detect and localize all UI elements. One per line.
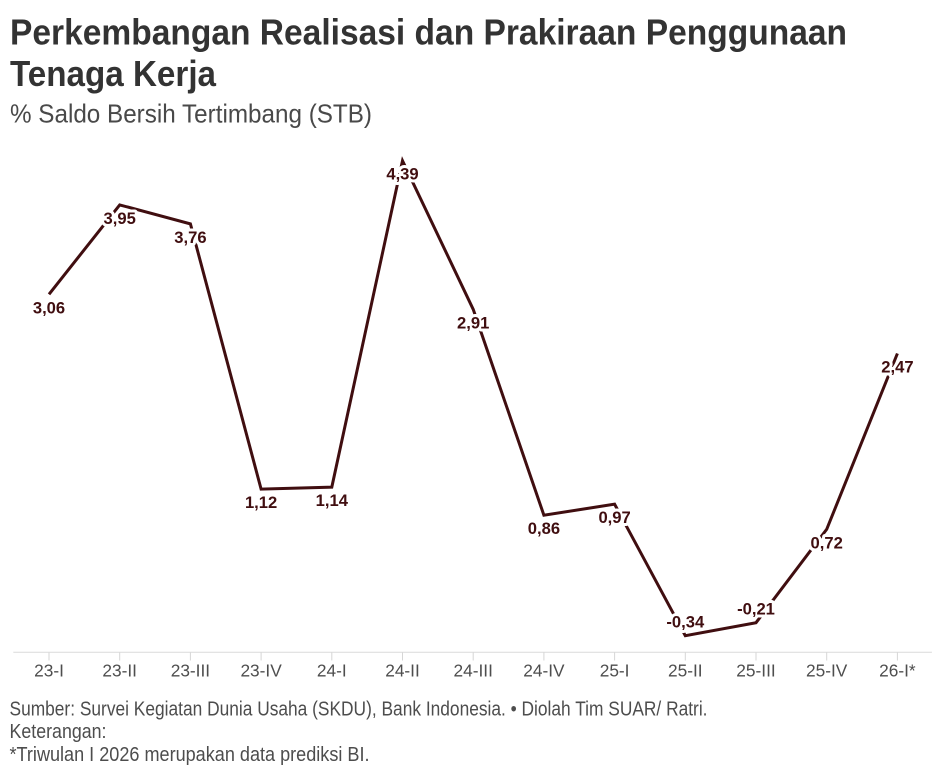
svg-text:24-III: 24-III	[454, 661, 493, 681]
svg-text:*Triwulan I 2026 merupakan dat: *Triwulan I 2026 merupakan data prediksi…	[10, 744, 370, 766]
svg-text:Sumber: Survei Kegiatan Dunia: Sumber: Survei Kegiatan Dunia Usaha (SKD…	[10, 699, 708, 721]
svg-text:26-I*: 26-I*	[879, 661, 916, 681]
svg-text:-0,21: -0,21	[737, 600, 775, 619]
svg-text:25-I: 25-I	[600, 661, 630, 681]
svg-text:-0,34: -0,34	[666, 613, 705, 632]
svg-text:23-I: 23-I	[34, 661, 64, 681]
svg-text:3,06: 3,06	[33, 298, 65, 317]
svg-text:25-II: 25-II	[668, 661, 703, 681]
svg-text:24-II: 24-II	[385, 661, 420, 681]
svg-text:23-II: 23-II	[102, 661, 137, 681]
svg-text:1,12: 1,12	[245, 493, 277, 512]
svg-text:3,95: 3,95	[104, 209, 136, 228]
svg-text:2,47: 2,47	[881, 358, 913, 377]
svg-text:3,76: 3,76	[174, 228, 206, 247]
svg-text:Keterangan:: Keterangan:	[10, 721, 107, 743]
svg-text:24-IV: 24-IV	[523, 661, 565, 681]
svg-text:1,14: 1,14	[316, 491, 349, 510]
svg-text:24-I: 24-I	[317, 661, 347, 681]
svg-text:23-III: 23-III	[171, 661, 210, 681]
svg-text:2,91: 2,91	[457, 313, 489, 332]
svg-text:4,39: 4,39	[386, 165, 418, 184]
svg-text:23-IV: 23-IV	[240, 661, 282, 681]
svg-text:25-III: 25-III	[736, 661, 775, 681]
svg-text:0,97: 0,97	[598, 508, 630, 527]
svg-text:25-IV: 25-IV	[806, 661, 848, 681]
svg-text:0,86: 0,86	[528, 519, 560, 538]
svg-text:Perkembangan Realisasi dan Pra: Perkembangan Realisasi dan Prakiraan Pen…	[10, 12, 847, 53]
svg-text:Tenaga Kerja: Tenaga Kerja	[10, 53, 217, 94]
svg-text:0,72: 0,72	[811, 533, 843, 552]
svg-text:% Saldo Bersih Tertimbang (STB: % Saldo Bersih Tertimbang (STB)	[10, 99, 372, 129]
